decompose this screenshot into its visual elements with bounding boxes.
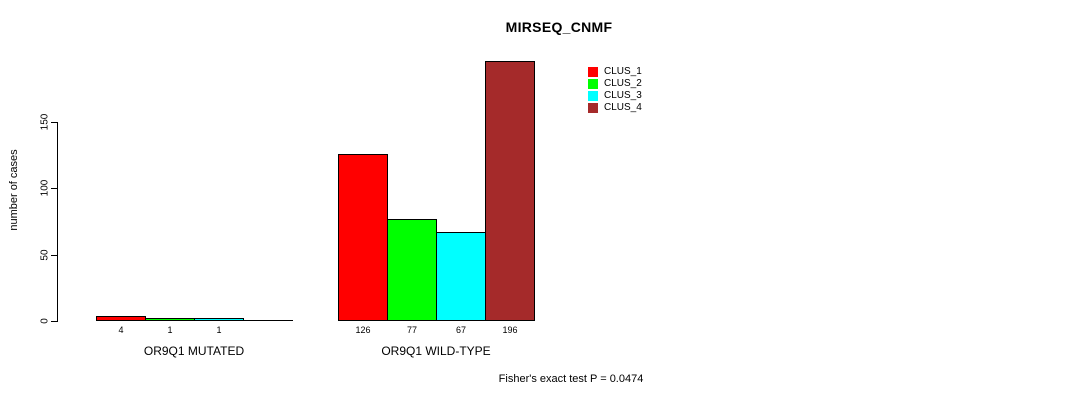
y-axis-tick-label: 0	[39, 318, 51, 324]
legend-swatch	[588, 103, 598, 113]
bar-value-label: 1	[216, 325, 222, 335]
bar-value-label: 126	[355, 325, 371, 335]
bar-clus_2-1	[387, 219, 437, 321]
bar-clus_1-1	[338, 154, 388, 321]
y-axis-tick	[51, 188, 57, 189]
bar-value-label: 1	[167, 325, 173, 335]
bar-clus_1-0	[96, 316, 146, 321]
bar-clus_3-1	[436, 232, 486, 321]
legend-item-clus_2: CLUS_2	[588, 78, 642, 90]
bar-clus_3-0	[194, 318, 244, 321]
legend-item-clus_1: CLUS_1	[588, 66, 642, 78]
bar-value-label: 67	[455, 325, 467, 335]
chart-title: MIRSEQ_CNMF	[505, 19, 613, 35]
legend-item-clus_3: CLUS_3	[588, 90, 642, 102]
y-axis-tick-label: 150	[39, 113, 51, 131]
bar-value-label: 196	[502, 325, 518, 335]
legend-item-clus_4: CLUS_4	[588, 102, 642, 114]
bar-clus_4-1	[485, 61, 535, 321]
y-axis-tick	[51, 255, 57, 256]
legend-label: CLUS_4	[604, 102, 642, 113]
legend-swatch	[588, 67, 598, 77]
bar-value-label: 77	[406, 325, 418, 335]
bar-clus_4-0-zero	[243, 320, 293, 321]
y-axis-line	[57, 122, 58, 322]
legend-label: CLUS_2	[604, 78, 642, 89]
legend: CLUS_1 CLUS_2 CLUS_3 CLUS_4	[588, 66, 642, 114]
y-axis-tick	[51, 321, 57, 322]
y-axis-tick-label: 50	[39, 249, 51, 261]
legend-label: CLUS_3	[604, 90, 642, 101]
y-axis-tick	[51, 122, 57, 123]
legend-label: CLUS_1	[604, 66, 642, 77]
y-axis-tick-label: 100	[39, 179, 51, 197]
group-label-0: OR9Q1 MUTATED	[143, 344, 245, 358]
fisher-test-annotation: Fisher's exact test P = 0.0474	[498, 373, 644, 385]
bar-value-label: 4	[118, 325, 124, 335]
group-label-1: OR9Q1 WILD-TYPE	[381, 344, 491, 358]
legend-swatch	[588, 79, 598, 89]
bar-clus_2-0	[145, 318, 195, 321]
legend-swatch	[588, 91, 598, 101]
